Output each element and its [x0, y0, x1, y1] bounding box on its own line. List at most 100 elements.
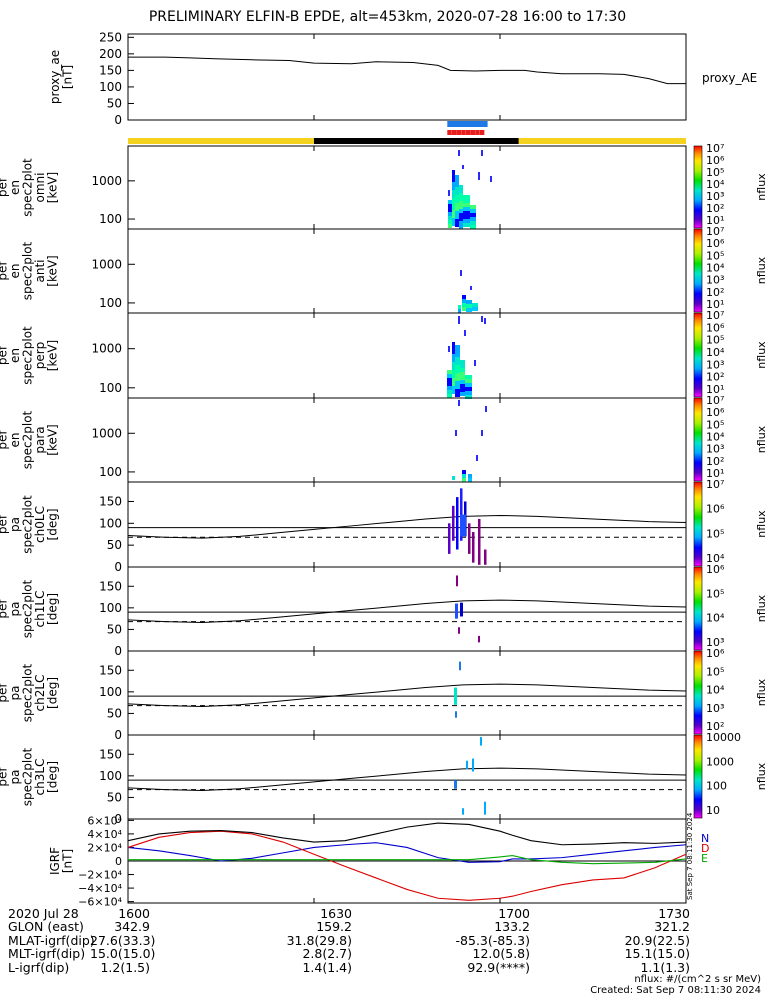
colorbar-tick: 10³ — [706, 274, 724, 287]
heat-cell — [456, 497, 459, 550]
heat-cell — [452, 346, 455, 350]
colorbar-tick: 10⁴ — [706, 346, 725, 359]
ae-ytick-label: 50 — [107, 96, 122, 110]
heat-cell — [452, 374, 455, 378]
spectrogram-ylabel-line: [keV] — [45, 255, 59, 286]
spectrogram-ylabel-line: perp — [33, 342, 47, 370]
heat-cell — [484, 801, 486, 815]
heat-cell — [455, 195, 459, 199]
heat-cell — [480, 737, 482, 746]
colorbar-tick: 10¹ — [706, 383, 724, 396]
heat-cell — [460, 384, 465, 388]
heat-cell — [460, 364, 465, 368]
heat-cell — [455, 183, 459, 187]
night-bar — [314, 138, 519, 144]
colorbar-tick: 10⁴ — [706, 262, 725, 275]
heat-cell — [455, 389, 460, 393]
colorbar — [693, 650, 703, 735]
heat-cell — [455, 365, 460, 369]
pitch-ylabel-line: pef — [0, 683, 9, 703]
ae-ylabel-line: [nT] — [60, 65, 74, 89]
heat-cell — [459, 661, 461, 671]
footer-value: 1.4(1.4) — [302, 959, 352, 975]
footer-value: 27.6(33.3) — [90, 932, 156, 948]
colorbar-label: nflux — [755, 341, 768, 369]
heat-cell — [459, 225, 463, 229]
spectrogram-ylabel-line: [keV] — [45, 340, 59, 371]
heat-cell — [466, 304, 472, 308]
spectrogram-ylabel: elbpefenspec2plotperp[keV] — [0, 326, 59, 385]
heat-cell — [455, 207, 459, 211]
pitch-frame-pitch_ch2 — [127, 650, 687, 736]
spectrogram-frame-spectrogram_omni — [127, 145, 687, 230]
colorbar — [693, 481, 703, 567]
heat-cell — [468, 478, 472, 482]
pitch-ytick-label: 0 — [114, 644, 122, 658]
heat-cell — [462, 808, 464, 815]
footer-value: 321.2 — [654, 919, 690, 935]
colorbar-tick: 10⁵ — [706, 527, 724, 540]
footer-column-1730: 1730 321.2 20.9(22.5) 15.1(15.0) 1.1(1.3… — [610, 907, 690, 974]
footer-value: 1.1(1.3) — [640, 959, 690, 975]
spectrogram-ytick-label: 100 — [99, 296, 122, 310]
heat-cell — [466, 308, 472, 312]
igrf-legend-E: E — [701, 852, 708, 865]
fast-zone-mark — [451, 130, 457, 135]
heat-cell — [478, 518, 481, 565]
colorbar-tick: 100 — [706, 780, 727, 793]
heat-cell — [454, 780, 457, 789]
fast-zone-mark — [470, 130, 476, 135]
science-zone-bar — [447, 121, 488, 127]
heat-cell — [462, 299, 466, 303]
heat-cell — [458, 150, 460, 156]
heat-cell — [452, 476, 455, 480]
pitch-ylabel-line: spec2plot — [20, 663, 34, 722]
colorbar-tick: 10⁴ — [706, 684, 725, 697]
heat-cell — [470, 221, 476, 225]
heat-cell — [459, 221, 463, 225]
heat-cell — [455, 711, 457, 718]
spectrogram-ylabel-line: pef — [0, 177, 9, 197]
heat-cell — [463, 207, 470, 211]
footer-value: 2.8(2.7) — [302, 946, 352, 962]
colorbar-tick: 10⁵ — [706, 418, 724, 431]
heat-cell — [452, 386, 455, 390]
colorbar-tick: 10⁴ — [706, 612, 725, 625]
heat-cell — [460, 514, 466, 537]
colorbar-tick: 10⁶ — [706, 503, 725, 516]
colorbar-tick: 10⁷ — [706, 394, 724, 407]
spectrogram-ylabel-line: para — [33, 426, 47, 453]
heat-cell — [474, 360, 476, 366]
colorbar — [693, 145, 703, 229]
heat-cell — [455, 430, 457, 436]
heat-cell — [460, 376, 465, 380]
heat-cell — [455, 361, 460, 365]
heat-cell — [460, 380, 465, 384]
spectrogram-ylabel-line: spec2plot — [20, 241, 34, 300]
colorbar-tick: 10⁵ — [706, 249, 724, 262]
colorbar-tick: 1000 — [706, 755, 734, 768]
spectrogram-ytick-label: 1000 — [91, 426, 122, 440]
pitch-ytick-label: 50 — [107, 538, 122, 552]
igrf-ytick-label: 2×10⁴ — [87, 841, 122, 854]
colorbar-tick: 10⁴ — [706, 431, 725, 444]
heat-cell — [485, 406, 487, 412]
spectrogram-ylabel-line: pef — [0, 430, 9, 450]
heat-cell — [458, 400, 460, 406]
igrf-ylabel: IGRF[nT] — [48, 847, 75, 875]
heat-cell — [460, 602, 463, 617]
pitch-ylabel-line: pa — [8, 602, 22, 617]
heat-cell — [470, 205, 476, 209]
heat-cell — [470, 209, 476, 213]
pitch-ylabel-line: pa — [8, 686, 22, 701]
pitch-ylabel: elbpefpaspec2plotch0LC[deg] — [0, 495, 59, 554]
pitch-ytick-label: 50 — [107, 622, 122, 636]
colorbar-tick: 10⁶ — [706, 154, 725, 167]
heat-cell — [463, 195, 470, 199]
spectrogram-ylabel-line: spec2plot — [20, 158, 34, 217]
igrf-side-note: Sat Sep 7 08:11:30 2024 — [686, 812, 694, 900]
footer-value: 12.0(5.8) — [472, 946, 530, 962]
pitch-ylabel-line: pef — [0, 599, 9, 619]
heat-cell — [452, 350, 455, 354]
heat-cell — [458, 316, 460, 324]
